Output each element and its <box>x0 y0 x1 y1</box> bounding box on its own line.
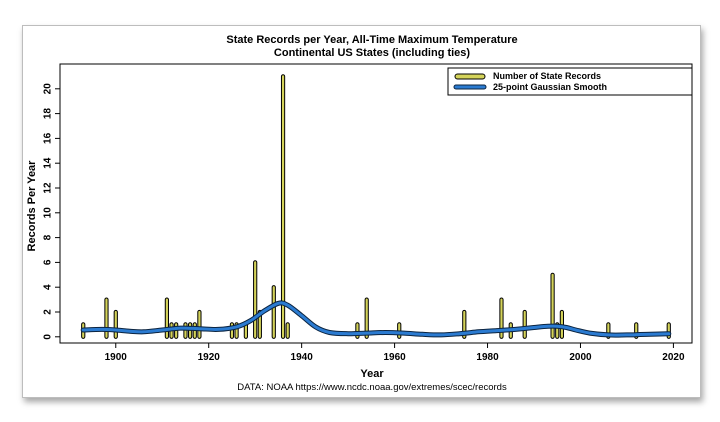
x-tick-label-2000: 2000 <box>569 352 592 363</box>
x-tick-label-2020: 2020 <box>662 352 685 363</box>
legend: Number of State Records 25-point Gaussia… <box>447 67 693 96</box>
y-tick-label-10: 10 <box>43 207 54 219</box>
bar-1918 <box>197 309 202 339</box>
bar-series <box>81 74 671 339</box>
x-axis: 1900 1920 1940 1960 1980 2000 2020 <box>105 343 685 363</box>
y-tick-label-2: 2 <box>43 309 54 315</box>
bar-1934 <box>271 285 276 339</box>
chart-title: State Records per Year, All-Time Maximum… <box>226 34 517 46</box>
x-tick-label-1920: 1920 <box>198 352 221 363</box>
legend-box <box>447 67 693 96</box>
bar-1952 <box>355 322 360 339</box>
y-tick-label-16: 16 <box>43 132 54 144</box>
bar-1936 <box>280 74 286 339</box>
x-tick-label-1940: 1940 <box>291 352 314 363</box>
x-axis-label: Year <box>360 368 384 380</box>
x-tick-label-1980: 1980 <box>476 352 499 363</box>
y-tick-label-14: 14 <box>43 157 54 169</box>
y-tick-label-4: 4 <box>43 284 54 290</box>
bar-1937 <box>285 322 290 339</box>
bar-1930 <box>253 260 258 339</box>
smooth-series <box>80 300 672 338</box>
y-tick-label-8: 8 <box>43 234 54 240</box>
bar-1898 <box>104 297 109 339</box>
chart-card: State Records per Year, All-Time Maximum… <box>22 25 701 398</box>
bar-1988 <box>522 309 527 339</box>
bar-1911 <box>164 297 169 339</box>
bar-1954 <box>364 297 369 339</box>
legend-label-records: Number of State Records <box>493 71 601 81</box>
x-tick-label-1960: 1960 <box>383 352 406 363</box>
y-tick-label-12: 12 <box>43 182 54 194</box>
y-tick-label-0: 0 <box>43 334 54 340</box>
y-tick-label-18: 18 <box>43 108 54 120</box>
x-tick-label-1900: 1900 <box>105 352 128 363</box>
y-tick-label-20: 20 <box>43 83 54 95</box>
chart-svg: State Records per Year, All-Time Maximum… <box>26 34 693 393</box>
bar-1994 <box>550 272 555 339</box>
legend-label-smooth: 25-point Gaussian Smooth <box>493 82 607 92</box>
y-tick-label-6: 6 <box>43 259 54 265</box>
legend-swatch-records <box>454 73 486 80</box>
plot-area-frame <box>59 63 693 344</box>
bar-1900 <box>113 309 118 339</box>
y-axis: 0 2 4 6 8 10 12 14 16 18 20 <box>43 83 60 340</box>
y-axis-label: Records Per Year <box>26 160 38 252</box>
data-source-note: DATA: NOAA https://www.ncdc.noaa.gov/ext… <box>237 382 507 393</box>
chart-subtitle: Continental US States (including ties) <box>274 47 471 59</box>
smooth-line <box>81 301 671 337</box>
